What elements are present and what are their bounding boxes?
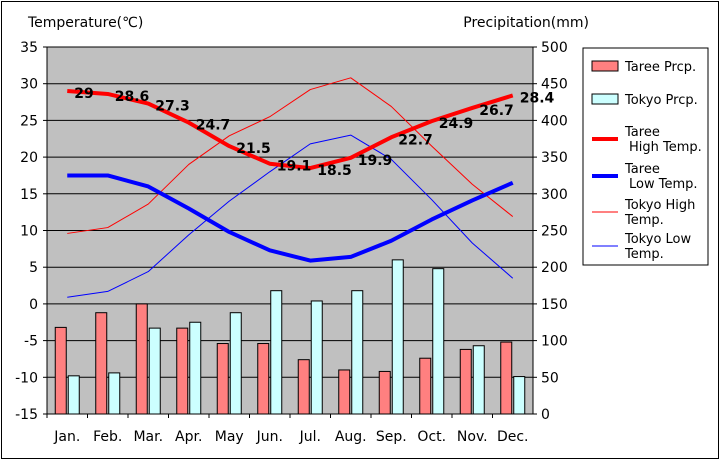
bar-taree-prcp <box>297 359 310 415</box>
taree-low-temp-line <box>67 173 514 263</box>
legend-label: Temp. <box>624 213 664 228</box>
left-tick-label: 0 <box>29 297 38 313</box>
taree-high-temp-line <box>67 89 514 171</box>
legend-label: Taree Prcp. <box>624 60 696 75</box>
taree-high-data-label: 21.5 <box>236 141 271 157</box>
bar-taree-prcp <box>54 326 67 415</box>
legend-label: Taree <box>624 125 660 140</box>
legend-label: Tokyo Low <box>624 232 691 247</box>
right-tick-label: 400 <box>541 113 568 129</box>
bar-taree-prcp <box>257 343 270 415</box>
taree-high-data-label: 28.4 <box>520 90 555 106</box>
x-tick-label: May <box>215 429 244 445</box>
left-tick-label: 35 <box>20 40 38 56</box>
bar-tokyo-prcp <box>108 372 121 415</box>
bar-tokyo-prcp <box>513 376 526 415</box>
right-tick-label: 250 <box>541 224 568 240</box>
legend-label: Tokyo High <box>624 198 695 213</box>
left-tick-label: -15 <box>15 407 38 423</box>
bar-taree-prcp <box>176 327 189 415</box>
x-tick-label: Jan. <box>53 429 80 445</box>
legend-label: Temp. <box>624 247 664 262</box>
legend-swatch-bar <box>591 93 619 105</box>
taree-high-data-label: 22.7 <box>398 132 433 148</box>
right-tick-label: 500 <box>541 40 568 56</box>
x-tick-label: Aug. <box>335 429 367 445</box>
left-tick-label: 10 <box>20 224 38 240</box>
taree-high-data-label: 24.7 <box>196 118 231 134</box>
x-tick-label: Dec. <box>497 429 529 445</box>
legend-label: Tokyo Prcp. <box>624 93 698 108</box>
x-tick-label: Jun. <box>256 429 283 445</box>
bar-taree-prcp <box>459 348 472 415</box>
bar-tokyo-prcp <box>351 290 364 415</box>
bar-taree-prcp <box>216 343 229 415</box>
bar-taree-prcp <box>338 369 351 415</box>
bar-taree-prcp <box>135 303 148 415</box>
plot-area: 35302520151050-5-10-15500450400350300250… <box>15 40 568 445</box>
right-tick-label: 0 <box>541 407 550 423</box>
legend-label: Low Temp. <box>629 177 698 192</box>
x-tick-label: Apr. <box>175 429 202 445</box>
right-tick-label: 350 <box>541 150 568 166</box>
bar-taree-prcp <box>95 312 108 415</box>
bar-tokyo-prcp <box>148 327 161 415</box>
taree-high-data-label: 29 <box>74 86 93 102</box>
x-tick-label: Sep. <box>376 429 407 445</box>
legend-label: Taree <box>624 162 660 177</box>
taree-high-data-label: 24.9 <box>439 116 474 132</box>
x-tick-label: Oct. <box>417 429 446 445</box>
left-tick-label: 5 <box>29 260 38 276</box>
bar-tokyo-prcp <box>270 290 283 415</box>
x-tick-label: Feb. <box>93 429 122 445</box>
taree-high-data-label: 28.6 <box>115 89 150 105</box>
bar-tokyo-prcp <box>310 300 323 415</box>
legend-box <box>582 47 709 266</box>
left-tick-label: 30 <box>20 77 38 93</box>
right-axis-label: Precipitation(mm) <box>463 15 589 31</box>
taree-high-data-label: 18.5 <box>317 163 352 179</box>
bar-taree-prcp <box>378 370 391 415</box>
bar-taree-prcp <box>419 357 432 415</box>
left-tick-label: 15 <box>20 187 38 203</box>
legend-swatch-bar <box>591 60 619 72</box>
left-tick-label: -10 <box>15 370 38 386</box>
x-tick-label: Nov. <box>457 429 488 445</box>
right-tick-label: 450 <box>541 77 568 93</box>
tokyo-high-temp-line <box>67 77 514 234</box>
right-tick-label: 100 <box>541 334 568 350</box>
left-axis-label: Temperature(℃) <box>27 15 143 31</box>
right-tick-label: 50 <box>541 370 559 386</box>
taree-high-data-label: 19.1 <box>277 159 312 175</box>
left-tick-label: -5 <box>24 334 38 350</box>
bar-tokyo-prcp <box>67 375 80 415</box>
left-tick-label: 20 <box>20 150 38 166</box>
bar-tokyo-prcp <box>229 312 242 415</box>
left-tick-label: 25 <box>20 113 38 129</box>
right-tick-label: 200 <box>541 260 568 276</box>
bar-tokyo-prcp <box>189 321 202 415</box>
right-tick-label: 150 <box>541 297 568 313</box>
legend-label: High Temp. <box>629 140 702 155</box>
taree-high-data-label: 27.3 <box>155 99 190 115</box>
bar-tokyo-prcp <box>391 259 404 415</box>
x-tick-label: Jul. <box>299 429 321 445</box>
right-tick-label: 300 <box>541 187 568 203</box>
x-tick-label: Mar. <box>133 429 163 445</box>
bar-tokyo-prcp <box>432 268 445 415</box>
bar-taree-prcp <box>500 341 513 415</box>
taree-high-data-label: 19.9 <box>358 153 393 169</box>
taree-high-data-label: 26.7 <box>479 103 514 119</box>
bar-tokyo-prcp <box>472 345 485 415</box>
tokyo-low-temp-line <box>67 134 514 298</box>
